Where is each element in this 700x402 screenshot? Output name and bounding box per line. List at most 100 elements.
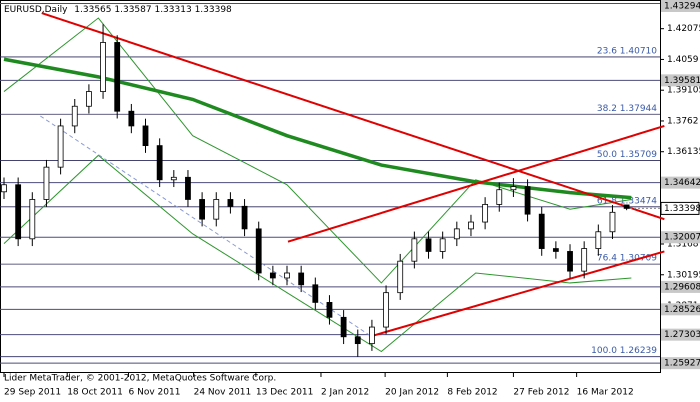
fib-label: 23.6 1.40710 bbox=[597, 46, 657, 56]
candle-body bbox=[43, 166, 50, 200]
candle-body bbox=[609, 211, 616, 233]
current-price-label: 1.33398 bbox=[664, 204, 700, 214]
header-close: 1.33398 bbox=[195, 5, 232, 15]
candle-body bbox=[156, 145, 163, 181]
candle-body bbox=[284, 272, 290, 279]
y-tick-label: 1.39105 bbox=[667, 86, 700, 96]
candle-body bbox=[468, 221, 474, 230]
fib-label: 50.0 1.35709 bbox=[597, 150, 657, 160]
candle-body bbox=[581, 248, 588, 272]
candle-body bbox=[227, 199, 234, 207]
candle-body bbox=[623, 204, 630, 209]
header-high: 1.33587 bbox=[114, 5, 151, 15]
candle-body bbox=[538, 213, 545, 249]
candle-body bbox=[185, 176, 191, 200]
level-label-box bbox=[661, 357, 700, 370]
candle-body bbox=[269, 272, 276, 279]
level-label-box bbox=[661, 0, 700, 12]
footer: Lider MetaTrader, © 2001-2012, MetaQuote… bbox=[4, 374, 276, 384]
y-tick-label: 1.30195 bbox=[667, 270, 700, 280]
y-tick-label: 1.42075 bbox=[667, 24, 700, 34]
level-label: 1.32007 bbox=[664, 233, 700, 243]
candle-body bbox=[128, 110, 135, 127]
fib-label: 100.0 1.26239 bbox=[591, 346, 657, 356]
x-tick-label: 6 Nov 2011 bbox=[129, 388, 181, 398]
candle-body bbox=[383, 292, 389, 328]
candle-body bbox=[170, 176, 177, 181]
candle-body bbox=[114, 42, 121, 112]
candle-body bbox=[241, 205, 248, 230]
x-tick-label: 13 Dec 2011 bbox=[256, 388, 314, 398]
fib-label: 61.8 1.33474 bbox=[597, 196, 657, 206]
level-label-box bbox=[661, 328, 700, 341]
candle-body bbox=[29, 199, 36, 240]
candle-body bbox=[15, 184, 22, 240]
fib-label: 76.4 1.30709 bbox=[597, 254, 657, 264]
moving-average bbox=[3, 57, 632, 200]
candle-body bbox=[482, 204, 489, 223]
candle-body bbox=[439, 238, 446, 252]
candle-body bbox=[86, 91, 92, 107]
candle-body bbox=[453, 228, 460, 240]
level-label: 1.43294 bbox=[664, 2, 700, 12]
candle-body bbox=[567, 251, 573, 272]
header-low: 1.33313 bbox=[154, 5, 191, 15]
candle-body bbox=[1, 184, 7, 193]
candle-body bbox=[199, 199, 206, 220]
level-label: 1.28526 bbox=[664, 305, 700, 315]
trend-line bbox=[368, 250, 665, 338]
x-tick-label: 2 Jan 2012 bbox=[321, 388, 369, 398]
x-tick-label: 20 Jan 2012 bbox=[385, 388, 439, 398]
level-label: 1.27303 bbox=[664, 330, 700, 340]
level-label: 1.34642 bbox=[664, 178, 700, 188]
x-tick-label: 18 Oct 2011 bbox=[67, 388, 123, 398]
level-label-box bbox=[661, 176, 700, 189]
x-tick-label: 24 Nov 2011 bbox=[194, 388, 252, 398]
band-line bbox=[3, 154, 632, 353]
level-label-box bbox=[661, 231, 700, 244]
candle-body bbox=[100, 42, 106, 92]
y-tick-label: 1.4059 bbox=[667, 55, 699, 65]
candle-body bbox=[255, 228, 262, 274]
y-tick-label: 1.3762 bbox=[667, 116, 699, 126]
candle-body bbox=[142, 125, 149, 147]
candle-body bbox=[326, 302, 333, 318]
current-price-box bbox=[660, 201, 700, 215]
candle-body bbox=[354, 336, 361, 345]
candle-body bbox=[425, 238, 432, 252]
y-tick-label: 1.3168 bbox=[667, 239, 699, 249]
fib-label: 38.2 1.37944 bbox=[597, 104, 657, 114]
level-label-box bbox=[661, 303, 700, 316]
level-label: 1.25927 bbox=[664, 359, 700, 369]
header-open: 1.33565 bbox=[74, 5, 111, 15]
y-tick-label: 1.36135 bbox=[667, 147, 700, 157]
candle-body bbox=[312, 284, 319, 303]
x-tick-label: 8 Feb 2012 bbox=[447, 388, 497, 398]
candle-body bbox=[496, 189, 503, 205]
candle-body bbox=[298, 272, 305, 286]
trend-line bbox=[287, 124, 665, 243]
trend-line bbox=[41, 12, 665, 221]
level-label-box bbox=[661, 280, 700, 293]
candle-body bbox=[510, 186, 517, 191]
candle-body bbox=[369, 326, 375, 345]
candle-body bbox=[213, 199, 220, 220]
chart-title: EURUSD,Daily bbox=[4, 5, 68, 15]
candle-body bbox=[57, 125, 64, 168]
candle-body bbox=[595, 231, 602, 249]
candle-body bbox=[340, 316, 347, 338]
x-tick-label: 27 Feb 2012 bbox=[513, 388, 569, 398]
candle-body bbox=[552, 248, 559, 252]
candle-body bbox=[524, 186, 531, 215]
candle-body bbox=[71, 105, 78, 127]
candle-body bbox=[411, 238, 418, 262]
x-tick-label: 29 Sep 2011 bbox=[4, 388, 61, 398]
level-label: 1.39581 bbox=[664, 76, 700, 86]
plot-frame bbox=[0, 0, 661, 373]
candle-body bbox=[397, 260, 404, 294]
chart-header: EURUSD,Daily 1.33565 1.33587 1.33313 1.3… bbox=[4, 5, 232, 15]
x-tick-label: 16 Mar 2012 bbox=[577, 388, 634, 398]
level-label: 1.29608 bbox=[664, 282, 700, 292]
level-label-box bbox=[661, 74, 700, 87]
